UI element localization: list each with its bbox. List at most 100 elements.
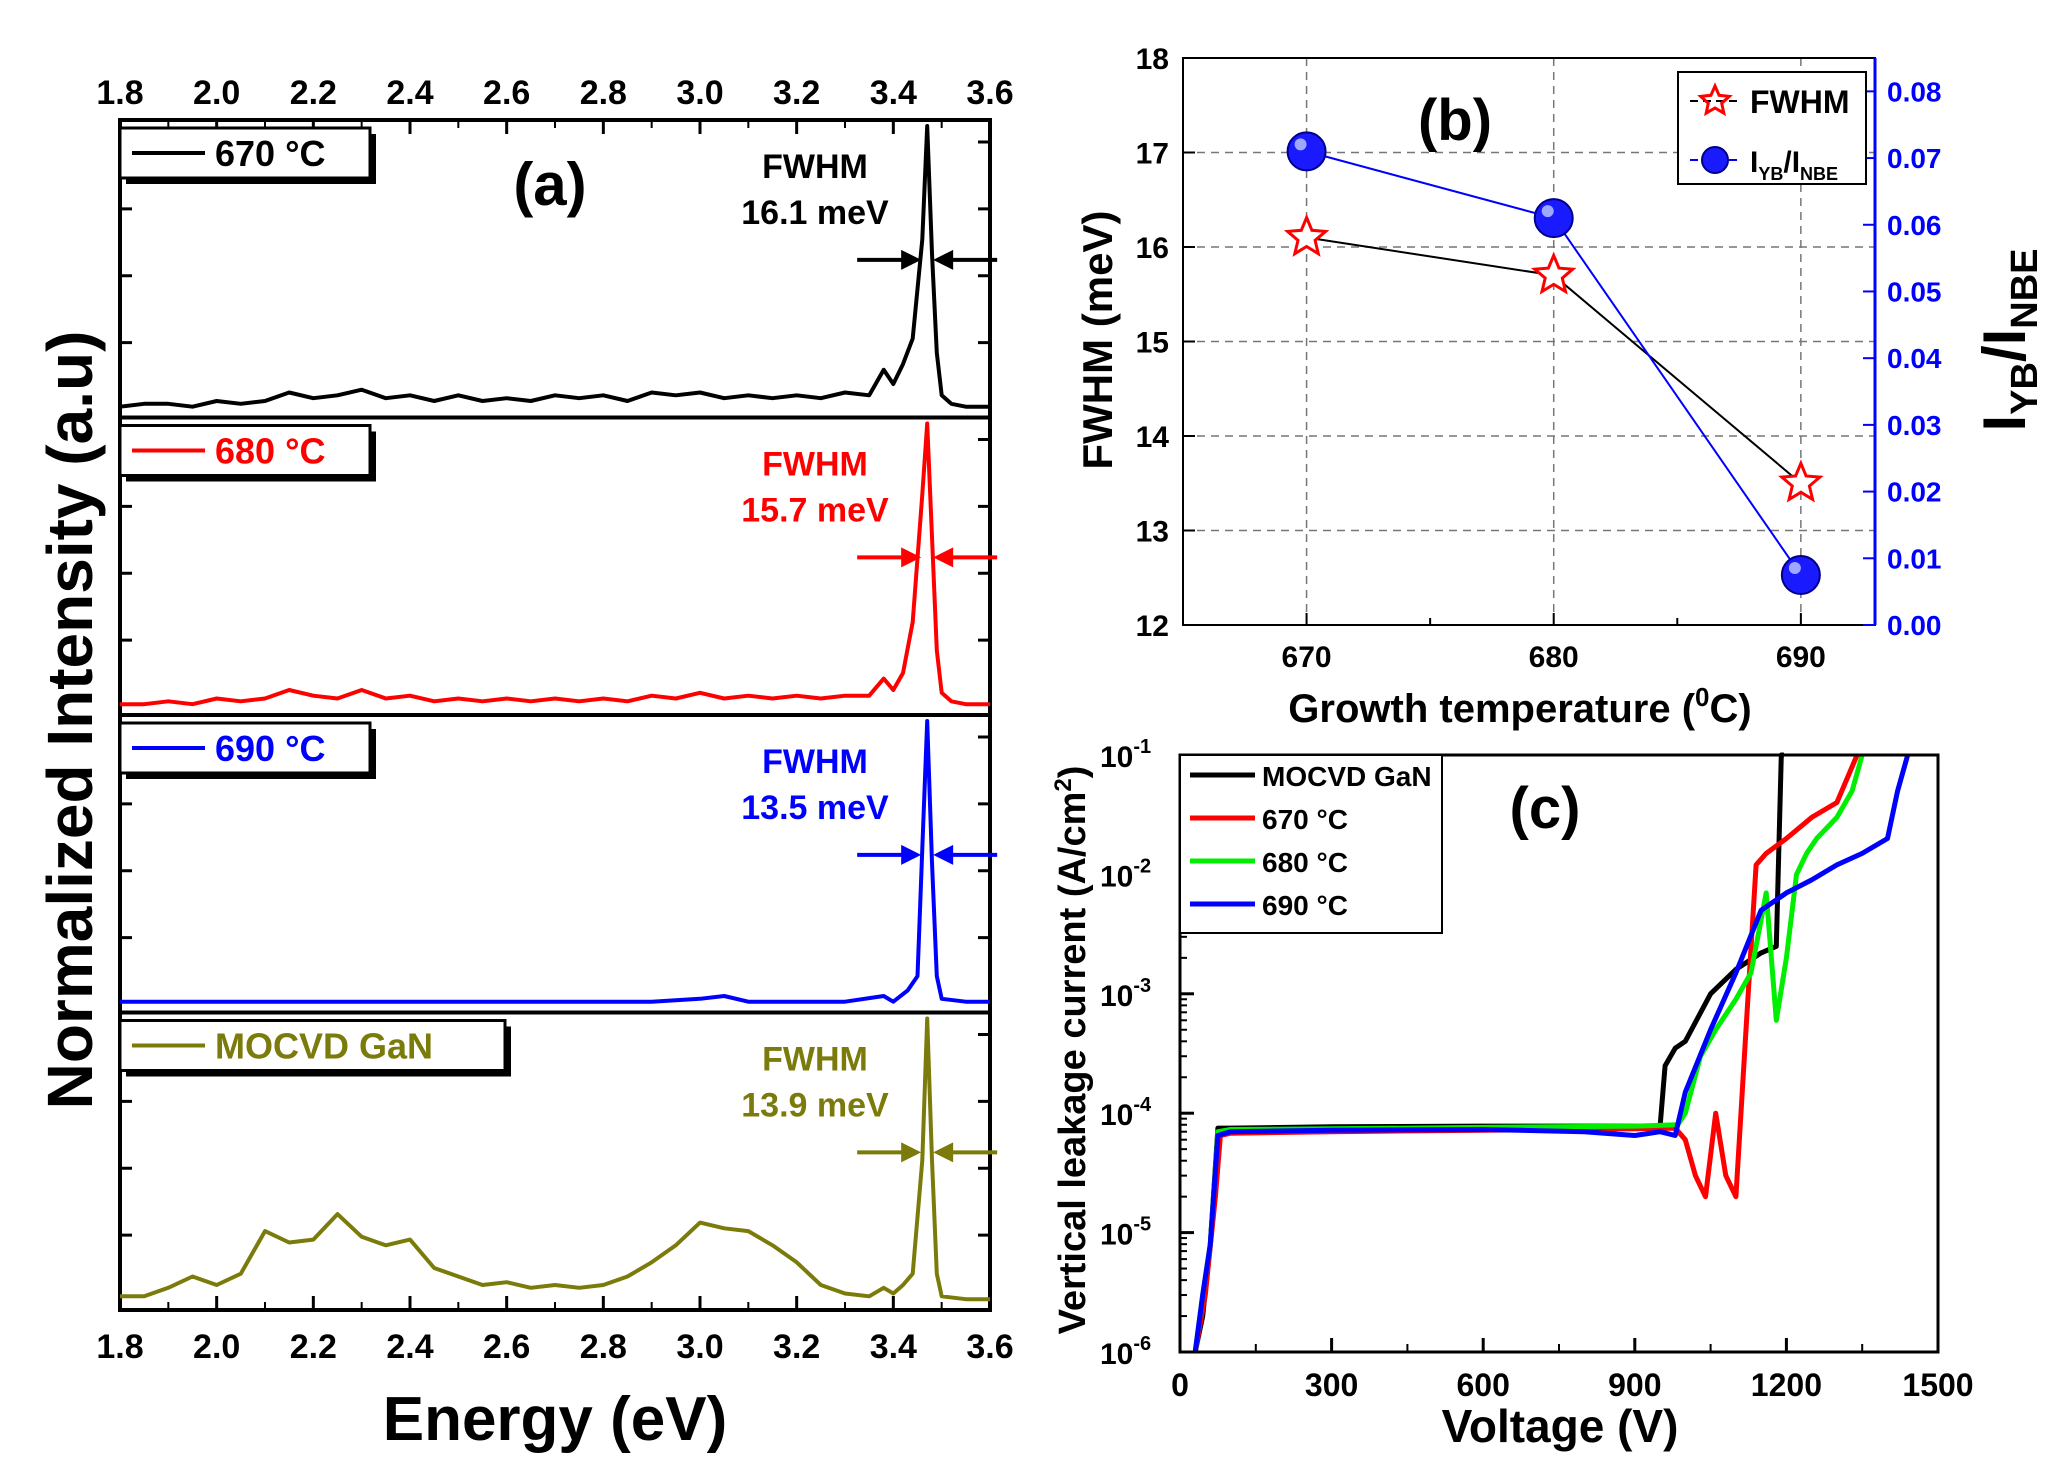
legend-label: 670 °C	[1262, 804, 1348, 835]
fwhm-star-marker	[1283, 213, 1330, 257]
panel-a-ylabel: Normalized Intensity (a.u)	[34, 331, 106, 1110]
x-tick-label-top: 2.0	[193, 74, 240, 112]
ratio-marker	[1286, 131, 1327, 172]
y-tick-label: 18	[1136, 43, 1169, 76]
y-tick-base: 10	[1100, 1099, 1133, 1132]
iv-curve	[1192, 754, 1865, 1353]
legend-label: 670 °C	[215, 133, 325, 174]
fwhm-value: 13.9 meV	[741, 1087, 889, 1125]
y-tick-base: 10	[1100, 741, 1133, 774]
panel-a-xlabel: Energy (eV)	[383, 1385, 728, 1454]
panel-c-legend: MOCVD GaN 670 °C 680 °C 690 °C	[1179, 754, 1443, 934]
panel-b-ylabel: FWHM (meV)	[1074, 211, 1121, 470]
y2-tick-label: 0.05	[1887, 276, 1942, 307]
x-tick-label-bottom: 3.4	[870, 1328, 917, 1366]
legend-label: 680 °C	[1262, 847, 1348, 878]
y-tick-label: 13	[1136, 516, 1169, 549]
panel-b-xlabel: Growth temperature (0C)	[1288, 682, 1751, 731]
panel-b-label: (b)	[1418, 88, 1492, 153]
y-tick-label: 10-4	[1100, 1094, 1152, 1132]
y2-tick-label: 0.06	[1887, 210, 1942, 241]
ratio-marker	[1780, 554, 1821, 595]
x-tick-label: 300	[1305, 1367, 1358, 1403]
panel-c-ylabel-main: Vertical leakage current (A/cm	[1052, 792, 1094, 1335]
x-tick-label: 600	[1457, 1367, 1510, 1403]
fwhm-value: 15.7 meV	[741, 492, 889, 530]
legend-fwhm-star-marker	[1697, 82, 1733, 117]
fwhm-label: FWHM	[762, 446, 868, 484]
y-tick-label: 10-6	[1100, 1333, 1151, 1371]
fwhm-arrowhead-left	[901, 1142, 922, 1163]
y-tick-exponent: -6	[1133, 1333, 1151, 1355]
y-tick-label: 16	[1136, 232, 1169, 265]
y2-tick-label: 0.07	[1887, 143, 1942, 174]
legend-fwhm-label: FWHM	[1750, 84, 1850, 120]
y-tick-label: 12	[1136, 610, 1169, 643]
fwhm-arrowhead-left	[901, 249, 922, 270]
panel-a: 1.8 2.0 2.2 2.4 2.6 2.8 3.0 3.2 3.4 3.6 1.8 2.0 2.2…	[34, 74, 1014, 1454]
legend-ratio-label-nbe: NBE	[1800, 164, 1838, 184]
fwhm-arrowhead-right	[933, 249, 954, 270]
panel-b-y2label-yb: YB	[2004, 362, 2046, 415]
fwhm-arrowhead-left	[901, 547, 922, 568]
x-tick-label-bottom: 2.4	[386, 1328, 433, 1366]
legend-label: 680 °C	[215, 431, 325, 472]
x-tick-label-bottom: 2.2	[290, 1328, 337, 1366]
x-tick-label-bottom: 3.0	[676, 1328, 723, 1366]
panel-c-ylabel-end: )	[1052, 766, 1094, 779]
x-tick-label-top: 3.0	[676, 74, 723, 112]
fwhm-star-marker	[1778, 459, 1824, 503]
x-tick-label-top: 3.6	[966, 74, 1013, 112]
legend-label: 690 °C	[215, 728, 325, 769]
y-tick-base: 10	[1100, 1219, 1133, 1252]
ratio-marker	[1533, 198, 1574, 239]
ratio-marker-highlight	[1788, 561, 1801, 574]
x-tick-label-top: 2.6	[483, 74, 530, 112]
x-tick-label-bottom: 2.6	[483, 1328, 530, 1366]
y-tick-exponent: -1	[1133, 736, 1151, 758]
y-tick-exponent: -5	[1133, 1214, 1151, 1236]
spectrum-curve	[120, 421, 990, 707]
fwhm-arrowhead-right	[933, 547, 954, 568]
panel-c-ylabel-sup: 2	[1050, 778, 1077, 791]
y-tick-label: 10-1	[1100, 736, 1151, 774]
y-tick-label: 10-3	[1100, 975, 1151, 1013]
y-tick-exponent: -2	[1133, 855, 1151, 877]
panel-b-y2label-mid: /I	[1971, 329, 2038, 362]
x-tick-label: 690	[1776, 641, 1826, 674]
fwhm-value: 16.1 meV	[741, 194, 889, 232]
x-tick-label: 0	[1171, 1367, 1189, 1403]
panel-c-label: (c)	[1510, 776, 1581, 841]
y2-tick-label: 0.00	[1887, 610, 1942, 641]
x-tick-label: 680	[1529, 641, 1579, 674]
x-tick-label-top: 2.2	[290, 74, 337, 112]
panel-b-y2label-nbe: NBE	[2004, 248, 2046, 328]
panel-b: 670 680 690 12 13 14 15 16 17 18 0.00 0.01 0.02 0.0…	[1074, 43, 2046, 731]
y-tick-base: 10	[1100, 1338, 1133, 1371]
y2-tick-label: 0.08	[1887, 76, 1942, 107]
panel-b-xlabel-end: C)	[1709, 687, 1751, 731]
x-tick-label-bottom: 1.8	[96, 1328, 143, 1366]
panel-b-xlabel-main: Growth temperature (	[1288, 687, 1695, 731]
panel-b-y2label: IYB/INBE	[1971, 248, 2046, 431]
y-tick-base: 10	[1100, 980, 1133, 1013]
y-tick-exponent: -4	[1133, 1094, 1152, 1116]
y-tick-label: 14	[1136, 421, 1170, 454]
y-tick-base: 10	[1100, 860, 1133, 893]
spectrum-curve	[119, 124, 990, 409]
fwhm-label: FWHM	[762, 743, 868, 781]
panel-b-xlabel-sup: 0	[1695, 682, 1709, 712]
ratio-marker-highlight	[1294, 138, 1307, 151]
x-tick-label: 1200	[1751, 1367, 1822, 1403]
legend-ratio-label-yb: YB	[1758, 164, 1783, 184]
fwhm-value: 13.5 meV	[741, 789, 889, 827]
panel-c-xlabel: Voltage (V)	[1442, 1400, 1679, 1452]
fwhm-star-marker	[1530, 251, 1577, 295]
fwhm-label: FWHM	[762, 148, 868, 186]
x-tick-label: 900	[1608, 1367, 1661, 1403]
y-tick-label: 15	[1136, 327, 1169, 360]
panel-b-y2label-i: I	[1971, 415, 2038, 432]
x-tick-label: 670	[1282, 641, 1332, 674]
x-tick-label-top: 3.4	[870, 74, 917, 112]
